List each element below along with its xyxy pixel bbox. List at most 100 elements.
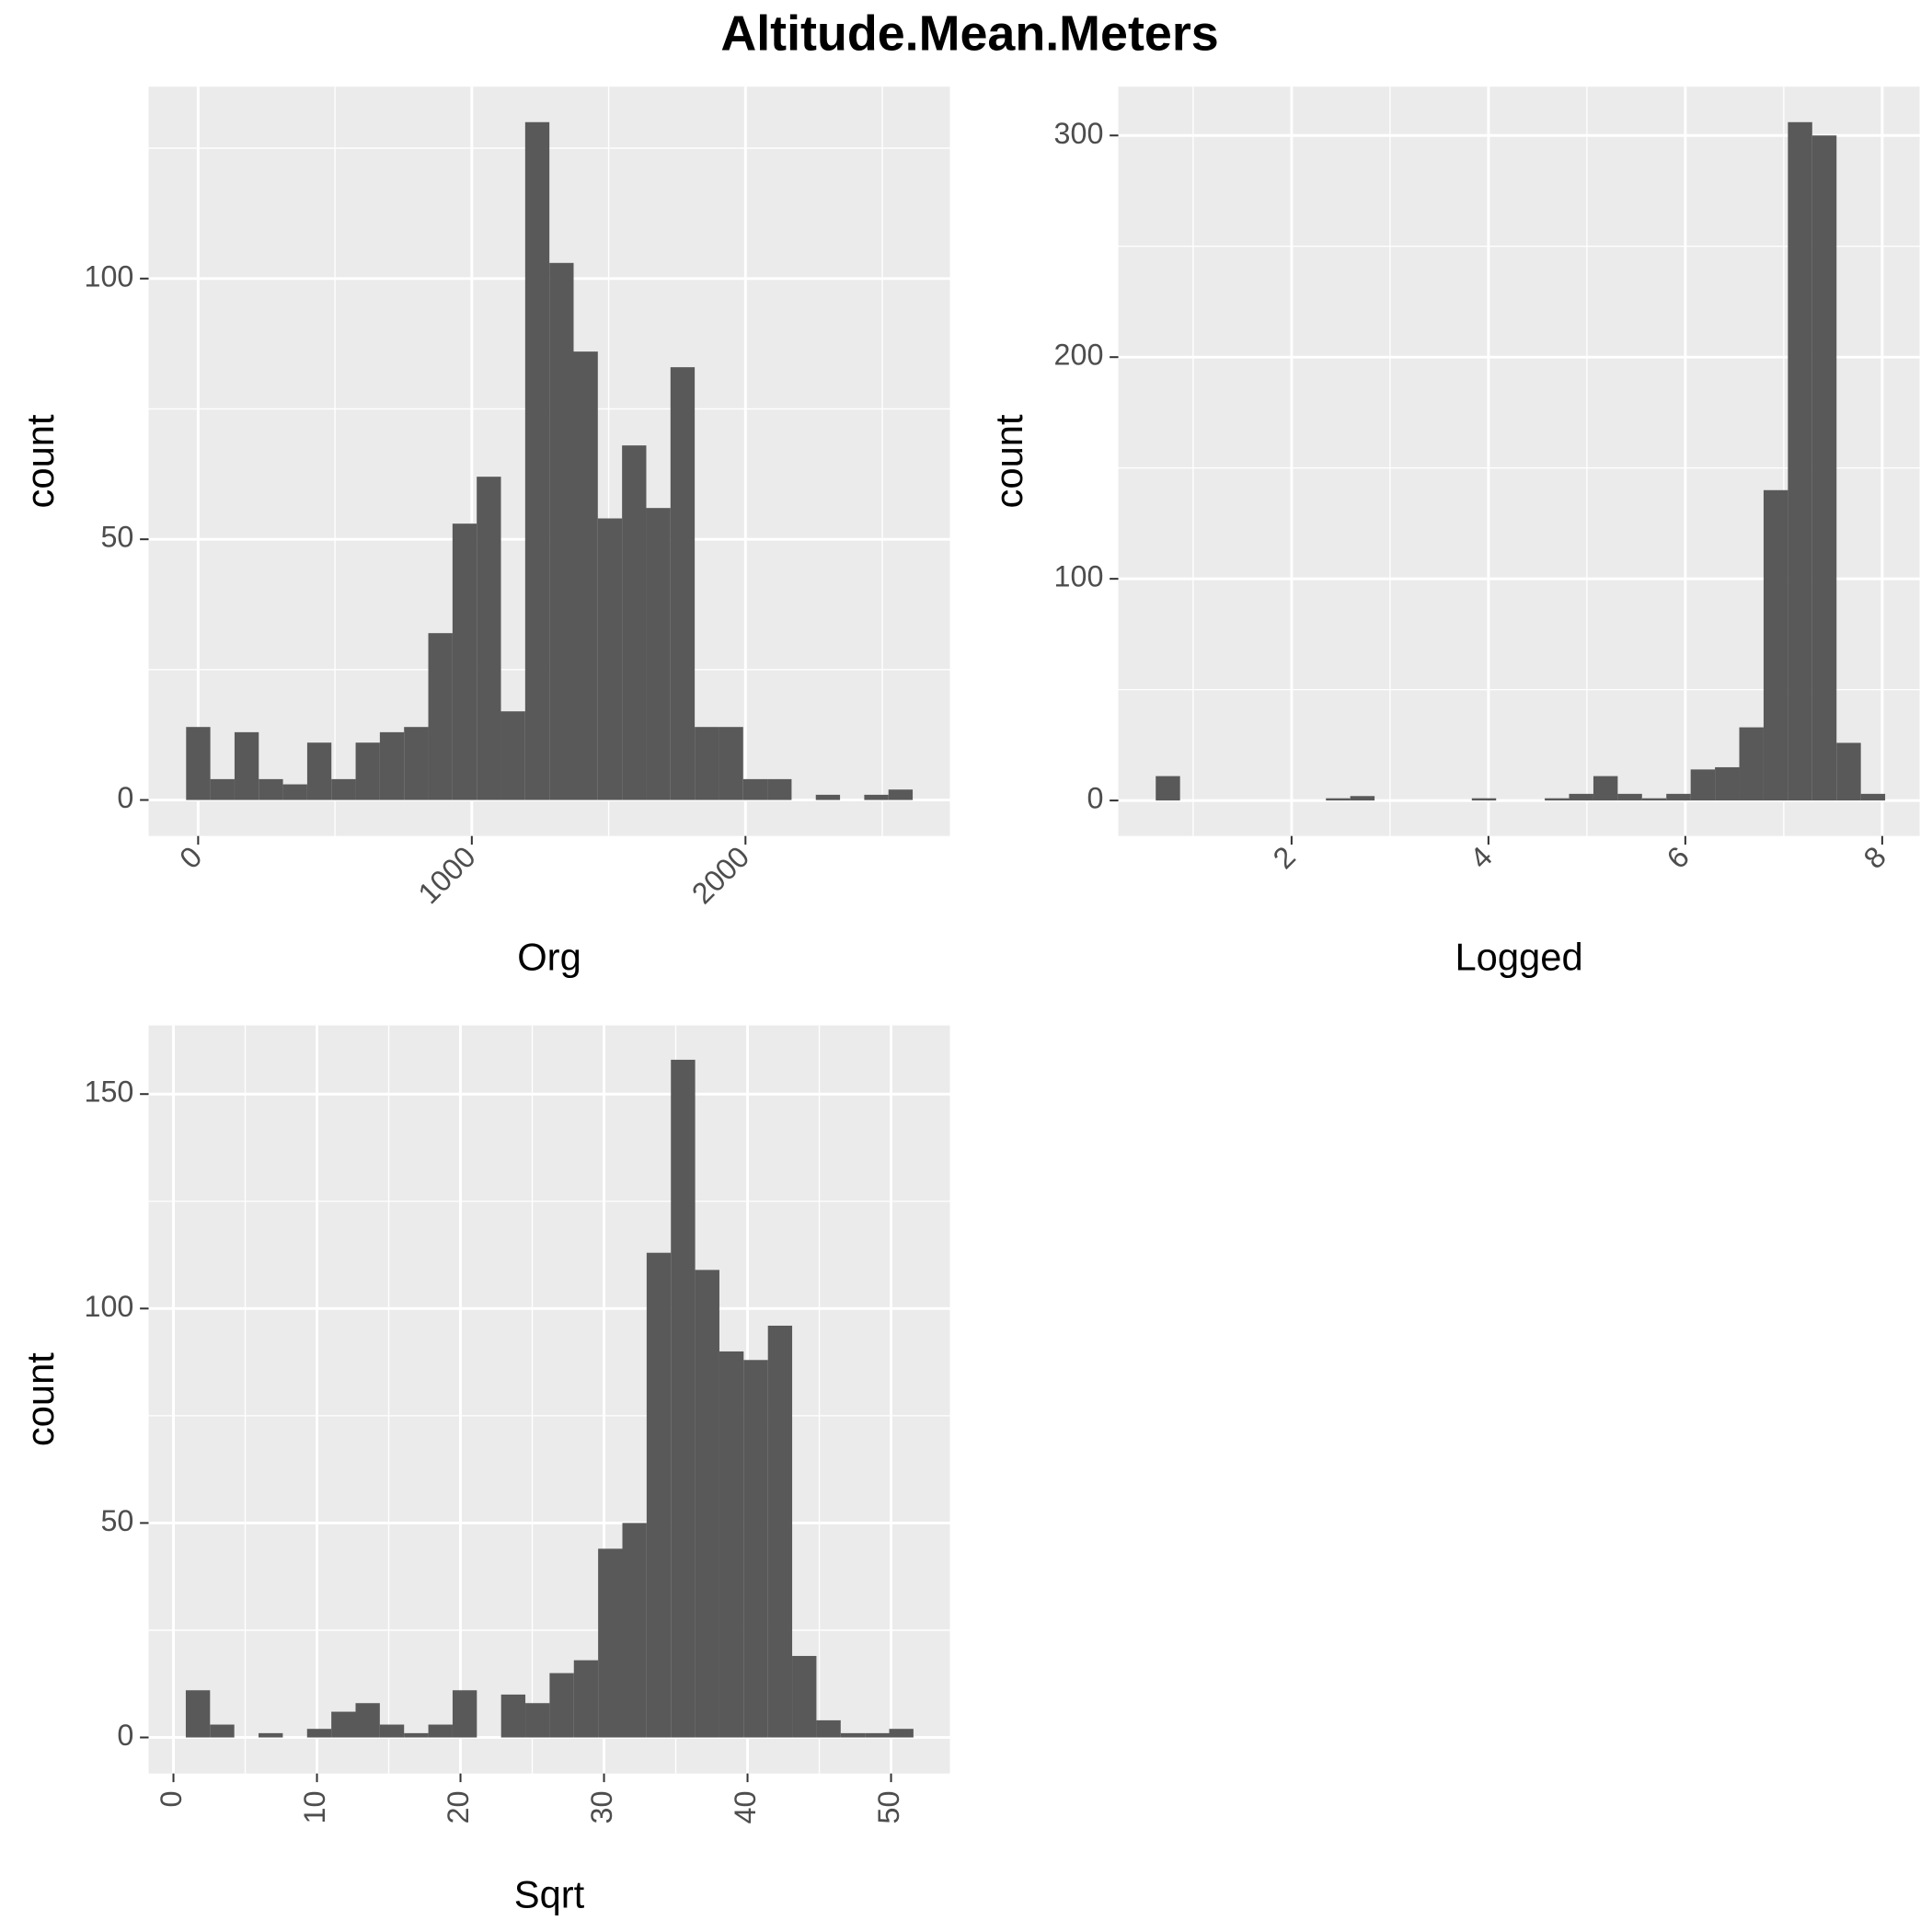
bar <box>1617 793 1642 801</box>
bar <box>888 789 914 800</box>
y-tick-label: 50 <box>100 521 133 554</box>
bar <box>306 742 332 800</box>
bar <box>815 794 841 800</box>
x-tick-label: 8 <box>1857 840 1892 875</box>
x-tick-label: 2000 <box>685 840 755 910</box>
bar <box>477 477 501 800</box>
bar <box>306 1729 332 1738</box>
x-tick-label: 20 <box>442 1791 475 1824</box>
bar <box>404 1732 429 1738</box>
x-tick-label: 10 <box>298 1791 331 1824</box>
bar <box>622 445 647 800</box>
bar <box>1739 727 1764 801</box>
x-tick-label: 0 <box>155 1791 188 1808</box>
y-tick-label: 0 <box>1087 782 1103 815</box>
bar <box>1156 776 1180 801</box>
bar <box>379 731 405 800</box>
bar <box>743 1360 768 1738</box>
bar <box>1836 742 1861 801</box>
bar <box>597 518 623 800</box>
bar <box>573 1660 599 1738</box>
bar <box>428 633 453 800</box>
figure-title: Altitude.Mean.Meters <box>720 6 1218 62</box>
bar <box>646 508 671 800</box>
bar <box>500 1694 526 1738</box>
bar <box>840 1732 866 1738</box>
bar <box>452 1690 477 1738</box>
bar <box>428 1724 453 1738</box>
y-tick-label: 100 <box>84 259 133 293</box>
bar <box>355 1703 380 1738</box>
x-tick-label: 4 <box>1464 840 1499 875</box>
x-tick-label: 1000 <box>412 840 482 910</box>
bar <box>719 1351 744 1738</box>
y-tick-label: 300 <box>1054 117 1104 150</box>
bar <box>331 778 356 800</box>
bar <box>1763 489 1788 801</box>
bar <box>622 1523 647 1738</box>
x-tick-label: 6 <box>1661 840 1696 875</box>
y-tick-label: 50 <box>100 1504 133 1537</box>
bar <box>525 1703 550 1738</box>
bar <box>1350 796 1375 801</box>
bar <box>379 1724 405 1738</box>
y-tick-label: 150 <box>84 1075 133 1109</box>
x-tick-label: 50 <box>872 1791 905 1824</box>
bar <box>865 1732 890 1738</box>
bar <box>185 1690 211 1738</box>
bar <box>549 1673 574 1738</box>
bar <box>1811 135 1837 801</box>
bar <box>719 727 743 800</box>
bar <box>210 778 235 800</box>
bar <box>1860 793 1886 801</box>
y-tick-label: 0 <box>117 1719 133 1752</box>
bar <box>500 711 525 800</box>
bar <box>331 1711 356 1738</box>
bar <box>186 727 211 800</box>
bar <box>404 727 429 800</box>
bar <box>259 1732 283 1738</box>
y-tick-label: 0 <box>117 781 133 814</box>
x-axis-title: Org <box>517 935 581 978</box>
bar <box>210 1724 235 1738</box>
y-axis-title: count <box>18 414 62 508</box>
bar <box>695 727 719 800</box>
bar <box>1545 798 1570 801</box>
bar <box>524 121 550 800</box>
bar <box>573 351 598 800</box>
bar <box>1788 121 1812 801</box>
y-axis-title: count <box>987 414 1030 508</box>
x-tick-label: 30 <box>585 1791 618 1824</box>
x-axis-title: Logged <box>1455 935 1582 978</box>
x-tick-label: 40 <box>729 1791 762 1824</box>
bar <box>598 1548 623 1738</box>
bar <box>816 1719 841 1738</box>
y-tick-label: 100 <box>1054 560 1104 593</box>
bar <box>549 262 574 800</box>
bar <box>767 778 792 800</box>
bar <box>670 367 696 800</box>
bar <box>452 523 477 800</box>
bar <box>282 784 307 800</box>
bar <box>1715 766 1740 801</box>
bar <box>742 778 768 800</box>
bar <box>792 1655 817 1738</box>
bar <box>1569 793 1593 801</box>
bar <box>889 1729 914 1738</box>
bar <box>1666 793 1691 801</box>
bar <box>695 1270 719 1738</box>
x-tick-label: 0 <box>173 840 208 875</box>
bar <box>646 1252 672 1738</box>
bar <box>1593 776 1618 801</box>
bar <box>1471 798 1497 801</box>
bar <box>864 794 889 800</box>
bar <box>767 1325 793 1738</box>
bar <box>234 731 259 800</box>
bar <box>259 778 283 800</box>
x-axis-title: Sqrt <box>514 1872 585 1915</box>
panel-background <box>148 1025 950 1774</box>
y-axis-title: count <box>18 1352 62 1446</box>
bar <box>355 742 380 800</box>
bar <box>671 1059 696 1738</box>
